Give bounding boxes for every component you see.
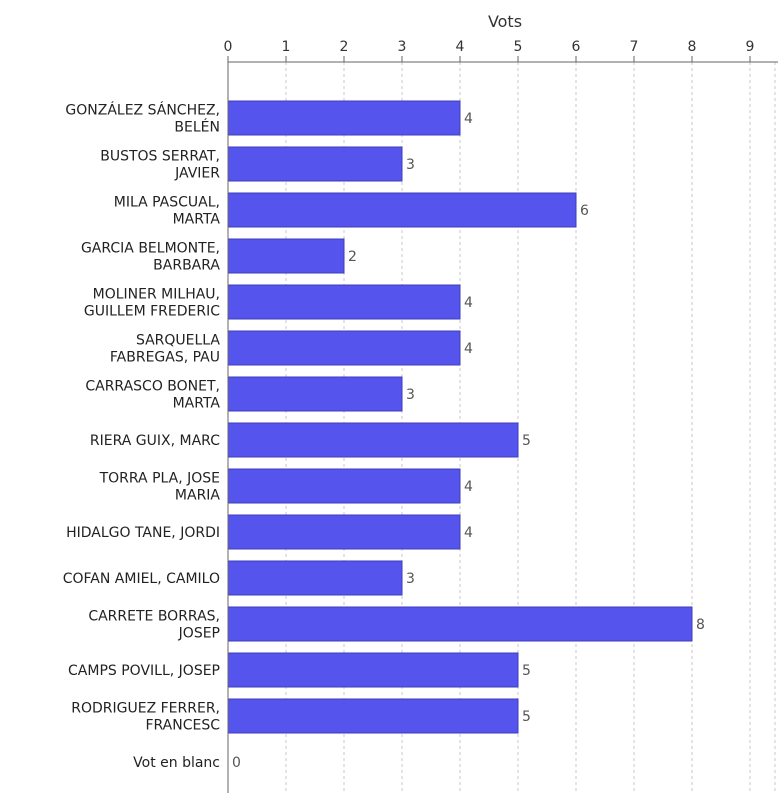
bar-value-label: 2 <box>348 249 357 265</box>
category-label: RODRIGUEZ FERRER, FRANCESC <box>71 701 220 734</box>
category-label: HIDALGO TANE, JORDI <box>66 525 220 541</box>
bar <box>227 376 403 412</box>
bar <box>227 284 461 320</box>
category-label: CAMPS POVILL, JOSEP <box>68 663 220 679</box>
bar-value-label: 8 <box>696 617 705 633</box>
category-label: GARCIA BELMONTE, BARBARA <box>81 241 220 274</box>
x-tick-label: 6 <box>572 39 581 55</box>
bar <box>227 192 577 228</box>
x-tick-label: 0 <box>224 39 233 55</box>
category-label: SARQUELLA FABREGAS, PAU <box>110 333 221 366</box>
category-label: MILA PASCUAL, MARTA <box>114 195 221 228</box>
category-label: COFAN AMIEL, CAMILO <box>63 571 220 587</box>
x-axis-ticks: 0 1 2 3 4 5 6 7 8 9 <box>224 39 755 62</box>
bar <box>227 238 345 274</box>
x-axis-title: Vots <box>488 12 522 31</box>
bar-value-label: 4 <box>464 525 473 541</box>
x-tick-label: 3 <box>398 39 407 55</box>
category-label: CARRASCO BONET, MARTA <box>85 379 220 412</box>
bar-value-label: 3 <box>406 571 415 587</box>
bar <box>227 146 403 182</box>
bar-value-label: 6 <box>580 203 589 219</box>
bar-value-label: 5 <box>522 663 531 679</box>
bar <box>227 606 693 642</box>
category-label: BUSTOS SERRAT, JAVIER <box>100 149 220 182</box>
bar <box>227 422 519 458</box>
bars: 4 3 6 2 4 4 3 5 4 4 3 8 5 5 0 <box>227 100 705 771</box>
category-label: Vot en blanc <box>133 755 220 771</box>
x-tick-label: 2 <box>340 39 349 55</box>
bar-value-label: 5 <box>522 709 531 725</box>
bar <box>227 560 403 596</box>
bar-value-label: 4 <box>464 479 473 495</box>
category-label: TORRA PLA, JOSE MARIA <box>99 471 221 504</box>
bar-value-label: 4 <box>464 295 473 311</box>
x-tick-label: 7 <box>630 39 639 55</box>
bar <box>227 514 461 550</box>
x-tick-label: 5 <box>514 39 523 55</box>
category-label: RIERA GUIX, MARC <box>90 433 220 449</box>
x-tick-label: 1 <box>282 39 291 55</box>
x-tick-label: 4 <box>456 39 465 55</box>
bar-value-label: 4 <box>464 111 473 127</box>
category-label: CARRETE BORRAS, JOSEP <box>88 609 220 642</box>
grid-lines <box>285 62 776 793</box>
bar-value-label: 4 <box>464 341 473 357</box>
bar-value-label: 0 <box>232 755 241 771</box>
category-labels: GONZÁLEZ SÁNCHEZ, BELÉN BUSTOS SERRAT, JAVI… <box>63 102 221 772</box>
bar-value-label: 5 <box>522 433 531 449</box>
category-label: GONZÁLEZ SÁNCHEZ, BELÉN <box>65 102 220 136</box>
bar <box>227 330 461 366</box>
x-tick-label: 9 <box>746 39 755 55</box>
bar-value-label: 3 <box>406 157 415 173</box>
bar-value-label: 3 <box>406 387 415 403</box>
bar <box>227 698 519 734</box>
bar <box>227 652 519 688</box>
x-tick-label: 8 <box>688 39 697 55</box>
bar <box>227 468 461 504</box>
bar <box>227 100 461 136</box>
category-label: MOLINER MILHAU, GUILLEM FREDERIC <box>84 287 220 320</box>
